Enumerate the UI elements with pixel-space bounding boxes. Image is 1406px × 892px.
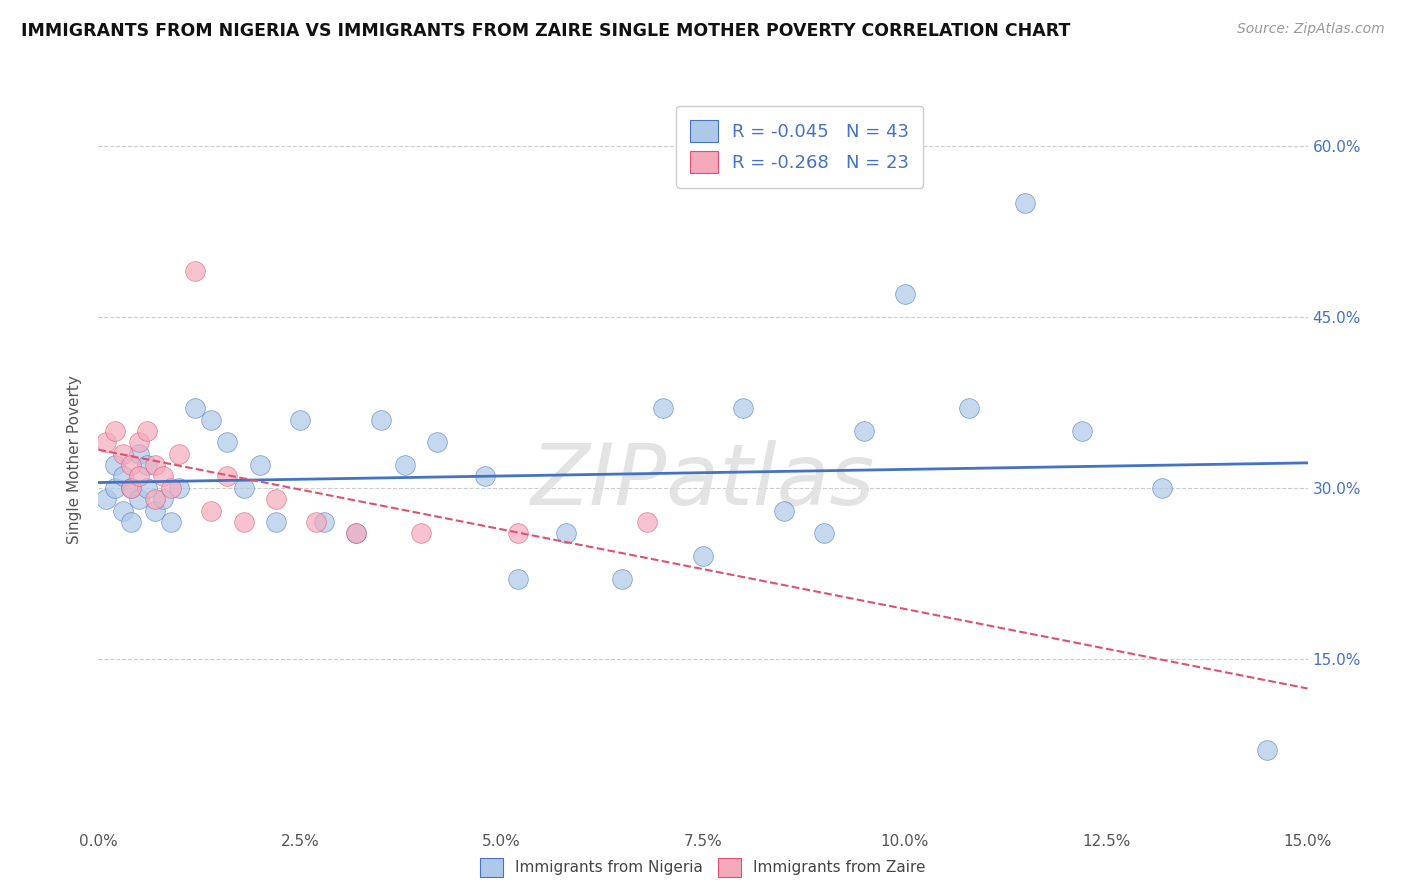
Text: ZIPatlas: ZIPatlas bbox=[531, 440, 875, 523]
Point bbox=[474, 469, 496, 483]
Point bbox=[96, 492, 118, 507]
Point bbox=[217, 469, 239, 483]
Legend: R = -0.045   N = 43, R = -0.268   N = 23: R = -0.045 N = 43, R = -0.268 N = 23 bbox=[676, 105, 924, 187]
Point bbox=[305, 515, 328, 529]
Point bbox=[135, 424, 157, 438]
Point bbox=[111, 503, 134, 517]
Point bbox=[409, 526, 432, 541]
Point bbox=[426, 435, 449, 450]
Point bbox=[184, 401, 207, 416]
Point bbox=[692, 549, 714, 564]
Point bbox=[957, 401, 980, 416]
Point bbox=[103, 424, 125, 438]
Point bbox=[1256, 743, 1278, 757]
Point bbox=[152, 469, 174, 483]
Legend: Immigrants from Nigeria, Immigrants from Zaire: Immigrants from Nigeria, Immigrants from… bbox=[472, 850, 934, 884]
Point bbox=[152, 492, 174, 507]
Point bbox=[184, 264, 207, 278]
Point bbox=[1152, 481, 1174, 495]
Point bbox=[772, 503, 794, 517]
Point bbox=[344, 526, 367, 541]
Point bbox=[128, 492, 150, 507]
Text: IMMIGRANTS FROM NIGERIA VS IMMIGRANTS FROM ZAIRE SINGLE MOTHER POVERTY CORRELATI: IMMIGRANTS FROM NIGERIA VS IMMIGRANTS FR… bbox=[21, 22, 1070, 40]
Point bbox=[314, 515, 336, 529]
Point bbox=[103, 458, 125, 472]
Point bbox=[232, 515, 254, 529]
Point bbox=[167, 447, 190, 461]
Point bbox=[143, 458, 166, 472]
Point bbox=[232, 481, 254, 495]
Point bbox=[200, 503, 222, 517]
Point bbox=[111, 447, 134, 461]
Point bbox=[103, 481, 125, 495]
Point bbox=[612, 572, 634, 586]
Point bbox=[288, 412, 311, 426]
Point bbox=[128, 469, 150, 483]
Point bbox=[651, 401, 673, 416]
Point bbox=[264, 515, 287, 529]
Point bbox=[813, 526, 835, 541]
Point bbox=[217, 435, 239, 450]
Point bbox=[249, 458, 271, 472]
Point bbox=[370, 412, 392, 426]
Point bbox=[893, 287, 915, 301]
Point bbox=[135, 481, 157, 495]
Point bbox=[506, 572, 529, 586]
Point bbox=[128, 435, 150, 450]
Point bbox=[200, 412, 222, 426]
Point bbox=[264, 492, 287, 507]
Point bbox=[555, 526, 578, 541]
Point bbox=[853, 424, 876, 438]
Point bbox=[160, 481, 183, 495]
Point bbox=[167, 481, 190, 495]
Point bbox=[120, 458, 142, 472]
Point bbox=[143, 503, 166, 517]
Point bbox=[143, 492, 166, 507]
Point bbox=[394, 458, 416, 472]
Point bbox=[111, 469, 134, 483]
Y-axis label: Single Mother Poverty: Single Mother Poverty bbox=[67, 375, 83, 544]
Point bbox=[636, 515, 658, 529]
Text: Source: ZipAtlas.com: Source: ZipAtlas.com bbox=[1237, 22, 1385, 37]
Point bbox=[120, 515, 142, 529]
Point bbox=[120, 481, 142, 495]
Point bbox=[120, 481, 142, 495]
Point bbox=[128, 447, 150, 461]
Point bbox=[733, 401, 755, 416]
Point bbox=[344, 526, 367, 541]
Point bbox=[96, 435, 118, 450]
Point bbox=[1014, 196, 1036, 211]
Point bbox=[160, 515, 183, 529]
Point bbox=[1070, 424, 1092, 438]
Point bbox=[506, 526, 529, 541]
Point bbox=[135, 458, 157, 472]
